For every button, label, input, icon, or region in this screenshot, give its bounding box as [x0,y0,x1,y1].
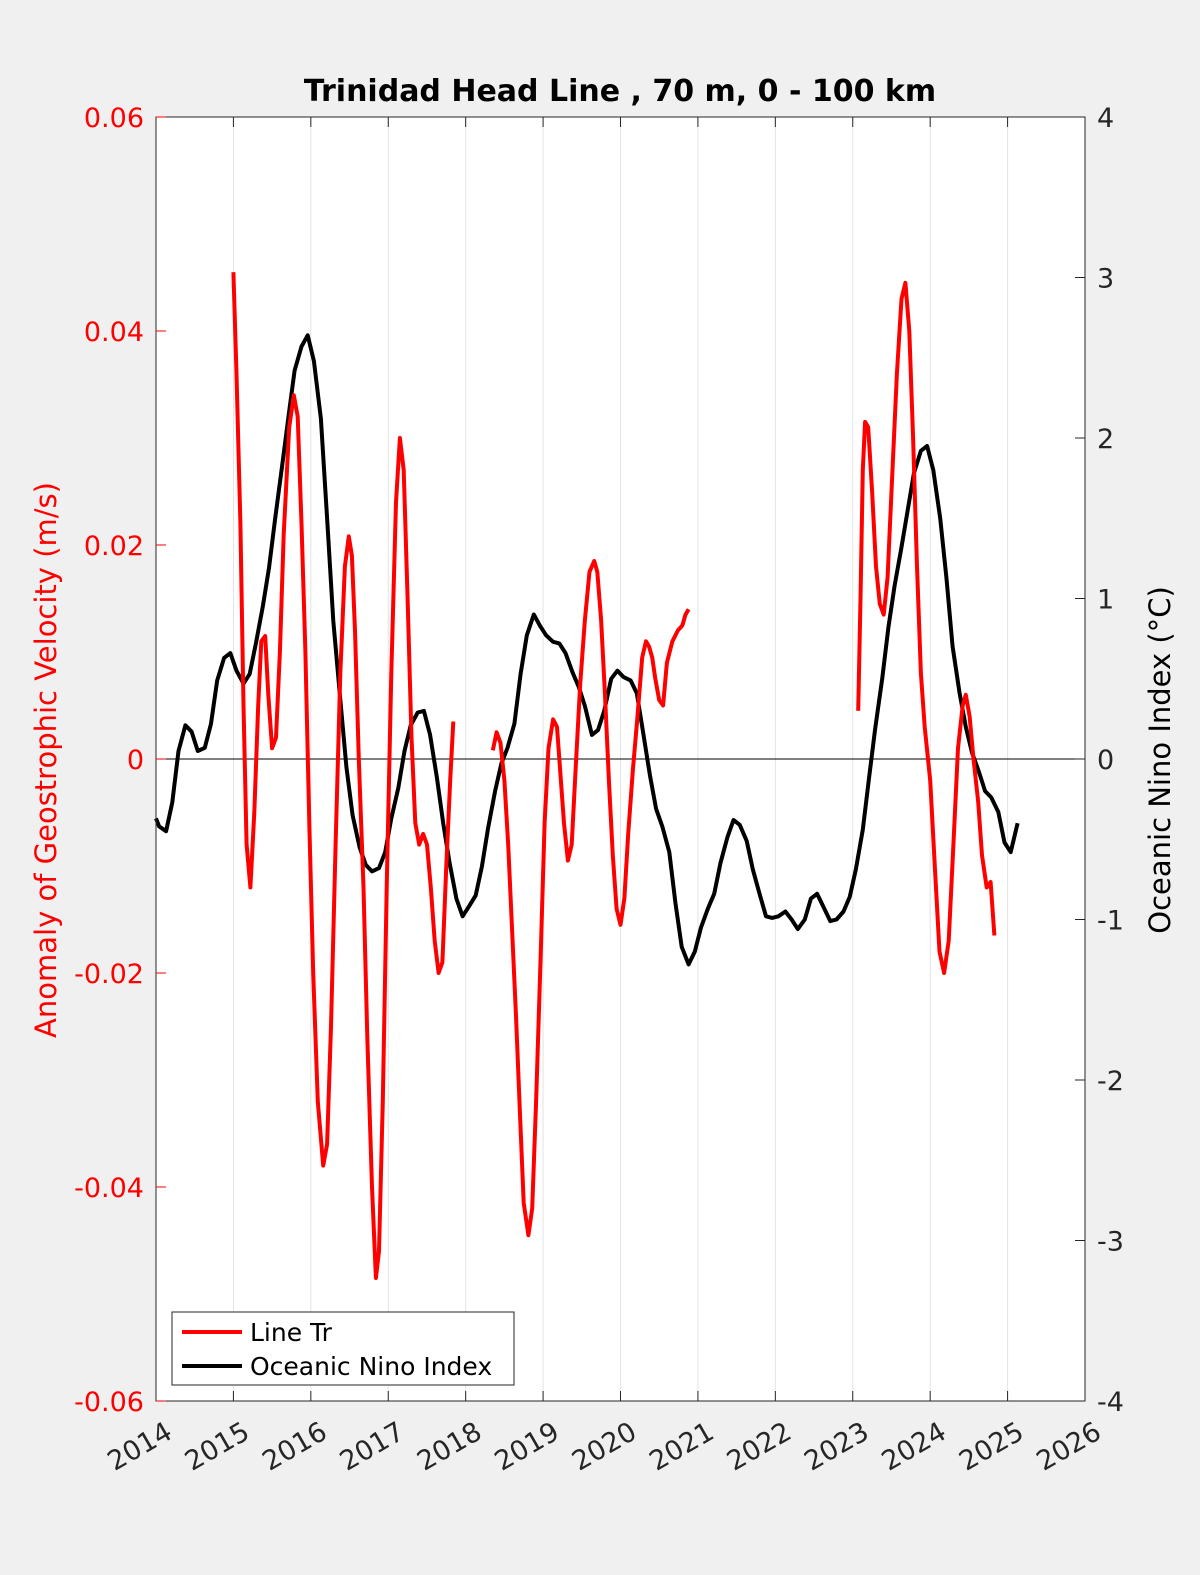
x-tick-label: 2023 [799,1416,874,1477]
x-tick-label: 2026 [1031,1416,1106,1477]
y-left-tick-label: 0 [127,745,144,776]
legend-label-oni: Oceanic Nino Index [250,1352,492,1381]
y-right-tick-label: -2 [1097,1066,1124,1097]
x-tick-label: 2015 [180,1416,255,1477]
y-right-tick-label: 2 [1097,424,1114,455]
y-left-tick-label: -0.04 [74,1173,144,1204]
series-layer [154,272,1020,1280]
x-tick-label: 2021 [644,1416,719,1477]
x-tick-label: 2016 [257,1416,332,1477]
tick-marks [155,116,1086,1402]
legend-label-line-tr: Line Tr [250,1318,333,1347]
y-right-tick-label: -4 [1097,1387,1124,1418]
y-right-tick-label: -1 [1097,906,1124,937]
x-tick-label: 2024 [877,1416,952,1477]
y-right-tick-label: 4 [1097,103,1114,134]
y-left-tick-label: 0.02 [84,531,144,562]
y-axis-left-label: Anomaly of Geostrophic Velocity (m/s) [29,482,63,1038]
x-tick-label: 2019 [490,1416,565,1477]
series-line-tr-segment-1 [231,272,456,1280]
x-tick-label: 2014 [102,1416,177,1477]
chart-title: Trinidad Head Line , 70 m, 0 - 100 km [304,74,936,109]
series-oceanic-nino-index-line [154,333,1020,967]
x-tick-label: 2025 [954,1416,1029,1477]
x-tick-label: 2017 [335,1416,410,1477]
y-left-tick-label: 0.04 [84,317,144,348]
y-right-tick-label: 3 [1097,264,1114,295]
legend-box [171,1311,515,1386]
y-left-tick-label: 0.06 [84,103,144,134]
legend: Line Tr Oceanic Nino Index [171,1311,515,1386]
x-tick-label: 2020 [567,1416,642,1477]
series-line-tr-segment-3 [856,280,997,975]
y-right-tick-label: -3 [1097,1227,1124,1258]
x-tick-label: 2018 [412,1416,487,1477]
y-right-tick-label: 1 [1097,585,1114,616]
y-left-tick-label: -0.06 [74,1387,144,1418]
y-axis-right-label: Oceanic Nino Index (°C) [1143,586,1177,934]
y-right-tick-label: 0 [1097,745,1114,776]
series-line-tr-segment-2 [490,559,691,1238]
y-left-tick-label: -0.02 [74,959,144,990]
x-tick-label: 2022 [722,1416,797,1477]
